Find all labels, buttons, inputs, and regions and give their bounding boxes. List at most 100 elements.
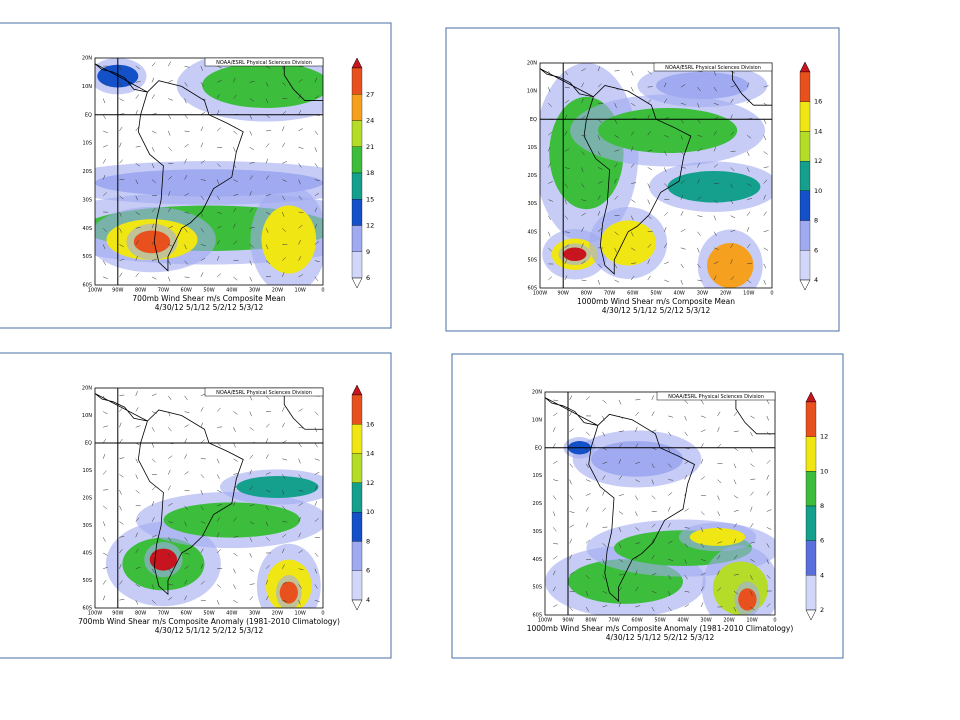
- wind-arrow: [298, 224, 303, 229]
- colorbar-segment: [805, 505, 817, 541]
- wind-arrow: [184, 65, 190, 68]
- wind-arrow: [314, 552, 319, 557]
- wind-arrow: [700, 543, 704, 548]
- wind-arrow: [216, 474, 220, 479]
- colorbar-label: 21: [366, 143, 374, 151]
- wind-arrow: [552, 586, 556, 592]
- wind-arrow: [763, 135, 766, 140]
- wind-arrow: [747, 262, 753, 265]
- lat-label: 50S: [82, 578, 92, 584]
- wind-arrow: [184, 438, 188, 444]
- wind-arrow: [750, 415, 755, 419]
- wind-arrow: [564, 130, 568, 136]
- wind-arrow: [630, 275, 635, 281]
- colorbar-label: 18: [366, 169, 374, 177]
- wind-arrow: [602, 543, 607, 547]
- wind-arrow: [184, 98, 187, 104]
- wind-arrow: [664, 167, 667, 173]
- wind-arrow: [569, 554, 572, 560]
- wind-arrow: [135, 94, 139, 99]
- wind-arrow: [184, 82, 188, 87]
- wind-arrow: [581, 68, 586, 72]
- wind-arrow: [151, 94, 155, 99]
- wind-arrow: [168, 61, 171, 67]
- wind-arrow: [102, 228, 107, 232]
- wind-arrow: [265, 537, 270, 541]
- wind-arrow: [151, 584, 155, 590]
- wind-arrow: [713, 70, 717, 76]
- lon-label: 60W: [627, 291, 638, 297]
- shear-blob: [689, 528, 746, 546]
- wind-arrow: [168, 176, 173, 180]
- wind-arrow: [216, 517, 221, 522]
- wind-arrow: [265, 260, 271, 264]
- wind-arrow: [763, 230, 769, 232]
- lat-label: 40S: [527, 229, 537, 235]
- wind-arrow: [119, 505, 122, 511]
- wind-arrow: [135, 489, 140, 494]
- wind-arrow: [151, 501, 155, 506]
- wind-arrow: [730, 98, 734, 104]
- wind-arrow: [151, 442, 155, 448]
- wind-arrow: [233, 193, 239, 197]
- lat-label: EQ: [85, 112, 92, 118]
- colorbar-label: 4: [820, 571, 824, 579]
- wind-arrow: [102, 174, 106, 180]
- wind-arrow: [668, 479, 674, 481]
- wind-arrow: [151, 62, 156, 67]
- lat-label: EQ: [535, 445, 542, 451]
- wind-arrow: [569, 463, 574, 468]
- lon-label: 10W: [295, 288, 306, 294]
- wind-arrow: [184, 565, 189, 569]
- wind-arrow: [200, 142, 204, 148]
- wind-arrow: [151, 223, 155, 229]
- colorbar-label: 6: [820, 537, 824, 545]
- wind-arrow: [249, 130, 253, 136]
- colorbar-segment: [805, 401, 817, 437]
- wind-arrow: [552, 427, 556, 432]
- wind-arrow: [119, 598, 125, 601]
- wind-arrow: [265, 505, 269, 511]
- wind-arrow: [614, 135, 620, 138]
- colorbar-label: 6: [366, 567, 370, 575]
- wind-arrow: [581, 199, 587, 202]
- wind-arrow: [135, 517, 140, 522]
- wind-arrow: [766, 399, 770, 405]
- wind-arrow: [249, 537, 253, 542]
- wind-arrow: [168, 503, 173, 507]
- wind-arrow: [217, 225, 222, 229]
- wind-arrow: [102, 580, 107, 585]
- wind-arrow: [747, 183, 752, 187]
- colorbar-label: 4: [366, 596, 370, 604]
- wind-arrow: [717, 479, 722, 484]
- colorbar-segment: [351, 424, 363, 454]
- shear-field: [545, 392, 775, 615]
- wind-arrow: [168, 207, 171, 213]
- wind-arrow: [564, 70, 569, 76]
- colorbar-bottom: [799, 279, 811, 291]
- wind-arrow: [585, 575, 590, 579]
- wind-arrow: [102, 395, 106, 401]
- wind-arrow: [200, 521, 206, 524]
- lon-label: 80W: [585, 618, 596, 624]
- shear-blob: [600, 220, 656, 266]
- wind-arrow: [668, 559, 674, 561]
- wind-arrow: [102, 521, 106, 527]
- wind-arrow: [585, 463, 589, 469]
- colorbar-bottom: [351, 599, 363, 611]
- wind-arrow: [298, 274, 304, 278]
- wind-arrow: [647, 131, 651, 136]
- wind-arrow: [119, 438, 123, 444]
- wind-arrow: [750, 463, 755, 467]
- colorbar-label: 10: [366, 508, 374, 516]
- wind-arrow: [168, 427, 172, 432]
- wind-arrow: [200, 126, 204, 132]
- wind-arrow: [647, 230, 653, 232]
- wind-arrow: [314, 179, 320, 181]
- wind-arrow: [265, 228, 269, 233]
- wind-arrow: [730, 215, 736, 219]
- wind-arrow: [631, 102, 636, 107]
- wind-arrow: [564, 215, 569, 220]
- wind-arrow: [569, 590, 575, 593]
- wind-arrow: [635, 511, 638, 517]
